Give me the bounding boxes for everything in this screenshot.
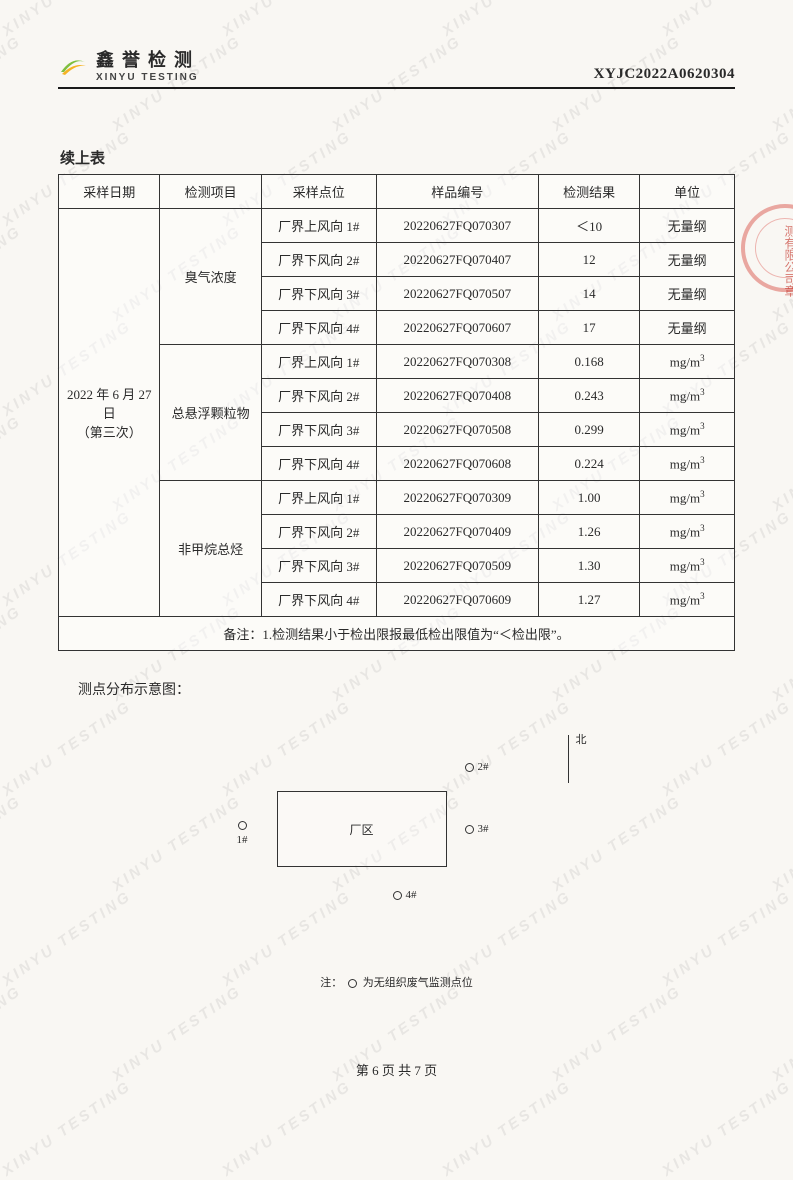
- table-row: 2022 年 6 月 27 日（第三次）臭气浓度厂界上风向 1#20220627…: [59, 209, 735, 243]
- cell-sample-no: 20220627FQ070308: [376, 345, 538, 379]
- table-note-row: 备注：1.检测结果小于检出限报最低检出限值为“＜检出限”。: [59, 617, 735, 651]
- cell-sample-point: 厂界上风向 1#: [261, 209, 376, 243]
- cell-result: 1.30: [538, 549, 639, 583]
- company-name-cn: 鑫誉检测: [96, 46, 200, 72]
- cell-sample-no: 20220627FQ070408: [376, 379, 538, 413]
- cell-sample-point: 厂界下风向 2#: [261, 243, 376, 277]
- cell-sample-point: 厂界下风向 2#: [261, 379, 376, 413]
- cell-unit: mg/m3: [640, 413, 735, 447]
- cell-sample-point: 厂界上风向 1#: [261, 481, 376, 515]
- cell-sample-point: 厂界下风向 2#: [261, 515, 376, 549]
- cell-sample-point: 厂界下风向 3#: [261, 277, 376, 311]
- cell-unit: mg/m3: [640, 345, 735, 379]
- cell-sample-no: 20220627FQ070609: [376, 583, 538, 617]
- table-column-header: 检测结果: [538, 175, 639, 209]
- cell-result: 1.00: [538, 481, 639, 515]
- cell-result: 0.224: [538, 447, 639, 481]
- cell-unit: 无量纲: [640, 277, 735, 311]
- document-id: XYJC2022A0620304: [594, 66, 735, 83]
- table-row: 总悬浮颗粒物厂界上风向 1#20220627FQ0703080.168mg/m3: [59, 345, 735, 379]
- layout-diagram: 北 厂区 1# 2# 3# 4#: [207, 719, 587, 939]
- cell-sample-no: 20220627FQ070508: [376, 413, 538, 447]
- table-column-header: 采样点位: [261, 175, 376, 209]
- company-name-en: XINYU TESTING: [96, 72, 200, 83]
- page-number: 第 6 页 共 7 页: [0, 1060, 793, 1079]
- cell-result: 1.27: [538, 583, 639, 617]
- page-header: 鑫誉检测 XINYU TESTING XYJC2022A0620304: [58, 46, 735, 89]
- table-column-header: 采样日期: [59, 175, 160, 209]
- sample-point-4: 4#: [393, 889, 417, 901]
- logo-block: 鑫誉检测 XINYU TESTING: [58, 46, 200, 83]
- page-container: 鑫誉检测 XINYU TESTING XYJC2022A0620304 续上表 …: [0, 0, 793, 990]
- cell-sample-no: 20220627FQ070409: [376, 515, 538, 549]
- cell-unit: mg/m3: [640, 549, 735, 583]
- cell-unit: 无量纲: [640, 243, 735, 277]
- logo-icon: [58, 52, 88, 78]
- cell-sample-point: 厂界下风向 4#: [261, 447, 376, 481]
- sample-point-2: 2#: [465, 761, 489, 773]
- diagram-legend: 注： 为无组织废气监测点位: [58, 974, 735, 990]
- table-note: 备注：1.检测结果小于检出限报最低检出限值为“＜检出限”。: [59, 617, 735, 651]
- point-marker-icon: [465, 825, 474, 834]
- cell-sample-no: 20220627FQ070309: [376, 481, 538, 515]
- cell-result: 0.243: [538, 379, 639, 413]
- factory-rect: 厂区: [277, 791, 447, 867]
- cell-result: 1.26: [538, 515, 639, 549]
- cell-test-item: 总悬浮颗粒物: [160, 345, 261, 481]
- table-title: 续上表: [60, 147, 735, 168]
- cell-sample-no: 20220627FQ070507: [376, 277, 538, 311]
- table-body: 2022 年 6 月 27 日（第三次）臭气浓度厂界上风向 1#20220627…: [59, 209, 735, 651]
- cell-unit: 无量纲: [640, 209, 735, 243]
- table-column-header: 样品编号: [376, 175, 538, 209]
- north-indicator-line: [568, 735, 569, 783]
- cell-result: 14: [538, 277, 639, 311]
- point-marker-icon: [238, 821, 247, 830]
- results-table: 采样日期检测项目采样点位样品编号检测结果单位 2022 年 6 月 27 日（第…: [58, 174, 735, 651]
- cell-result: 12: [538, 243, 639, 277]
- cell-test-item: 非甲烷总烃: [160, 481, 261, 617]
- legend-marker-icon: [348, 979, 357, 988]
- cell-unit: mg/m3: [640, 481, 735, 515]
- cell-result: ＜10: [538, 209, 639, 243]
- table-header-row: 采样日期检测项目采样点位样品编号检测结果单位: [59, 175, 735, 209]
- table-column-header: 单位: [640, 175, 735, 209]
- cell-result: 0.299: [538, 413, 639, 447]
- cell-sample-no: 20220627FQ070509: [376, 549, 538, 583]
- table-row: 非甲烷总烃厂界上风向 1#20220627FQ0703091.00mg/m3: [59, 481, 735, 515]
- sample-point-3: 3#: [465, 823, 489, 835]
- cell-sample-point: 厂界下风向 3#: [261, 413, 376, 447]
- cell-sample-point: 厂界上风向 1#: [261, 345, 376, 379]
- cell-unit: mg/m3: [640, 447, 735, 481]
- north-label: 北: [576, 731, 587, 747]
- cell-sample-point: 厂界下风向 4#: [261, 311, 376, 345]
- point-marker-icon: [393, 891, 402, 900]
- cell-sample-no: 20220627FQ070407: [376, 243, 538, 277]
- cell-unit: 无量纲: [640, 311, 735, 345]
- cell-sample-point: 厂界下风向 4#: [261, 583, 376, 617]
- cell-sample-no: 20220627FQ070607: [376, 311, 538, 345]
- cell-sample-no: 20220627FQ070307: [376, 209, 538, 243]
- cell-result: 0.168: [538, 345, 639, 379]
- cell-test-item: 臭气浓度: [160, 209, 261, 345]
- cell-unit: mg/m3: [640, 583, 735, 617]
- cell-sample-date: 2022 年 6 月 27 日（第三次）: [59, 209, 160, 617]
- diagram-title: 测点分布示意图：: [78, 679, 735, 699]
- cell-sample-point: 厂界下风向 3#: [261, 549, 376, 583]
- cell-unit: mg/m3: [640, 515, 735, 549]
- sample-point-1: 1#: [237, 821, 248, 846]
- table-column-header: 检测项目: [160, 175, 261, 209]
- point-marker-icon: [465, 763, 474, 772]
- cell-result: 17: [538, 311, 639, 345]
- cell-unit: mg/m3: [640, 379, 735, 413]
- cell-sample-no: 20220627FQ070608: [376, 447, 538, 481]
